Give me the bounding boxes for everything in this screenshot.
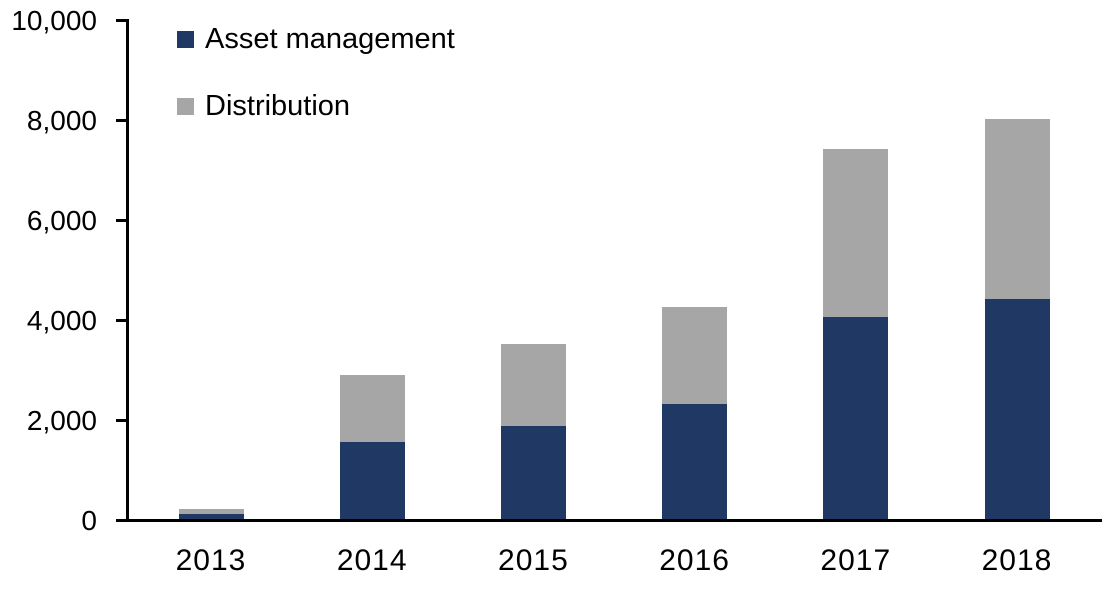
y-axis-label-8,000: 8,000: [26, 104, 97, 136]
y-axis-label-4,000: 4,000: [26, 304, 97, 336]
chart-legend: Asset management Distribution: [177, 22, 455, 156]
y-axis-tick-0: [116, 519, 129, 522]
bar-2018-asset-management: [984, 299, 1050, 519]
bar-2013-asset-management: [178, 514, 244, 519]
y-axis-label-10,000: 10,000: [11, 4, 97, 36]
x-axis-label-2016: 2016: [659, 544, 730, 577]
y-axis-label-0: 0: [81, 504, 97, 536]
bar-2017-asset-management: [823, 316, 889, 519]
bar-2017-distribution: [823, 149, 889, 317]
bar-2014-asset-management: [339, 441, 405, 519]
bar-2013-distribution: [178, 509, 244, 514]
y-axis-tick-4,000: [116, 319, 129, 322]
y-axis-tick-6,000: [116, 219, 129, 222]
legend-swatch-asset-management-icon: [177, 30, 194, 48]
x-axis-label-2013: 2013: [175, 544, 247, 577]
x-axis-label-2015: 2015: [498, 544, 569, 577]
bar-2018-distribution: [984, 119, 1050, 299]
bar-2015-distribution: [500, 344, 566, 426]
legend-label-distribution: Distribution: [205, 90, 351, 122]
bar-2016-asset-management: [662, 404, 728, 519]
y-axis-line: [126, 19, 129, 522]
y-axis-label-2,000: 2,000: [26, 404, 97, 436]
x-axis-label-2017: 2017: [820, 544, 892, 577]
legend-label-asset-management: Asset management: [205, 23, 455, 55]
bar-2016-distribution: [662, 306, 728, 404]
y-axis-tick-2,000: [116, 419, 129, 422]
legend-swatch-distribution-icon: [177, 97, 194, 115]
x-axis-line: [116, 519, 1102, 522]
x-axis-label-2018: 2018: [981, 544, 1053, 577]
legend-item-asset-management: Asset management: [177, 22, 455, 56]
x-axis-label-2014: 2014: [336, 544, 408, 577]
y-axis-tick-10,000: [116, 19, 129, 22]
legend-item-distribution: Distribution: [177, 89, 455, 123]
bar-2014-distribution: [339, 375, 405, 442]
y-axis-label-6,000: 6,000: [26, 204, 97, 236]
bar-2015-asset-management: [500, 425, 566, 519]
y-axis-tick-8,000: [116, 119, 129, 122]
